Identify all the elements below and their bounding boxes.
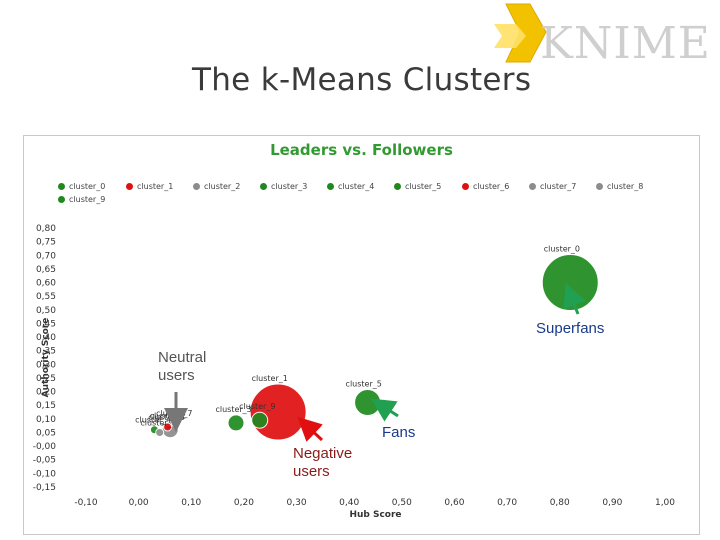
legend-dot — [327, 183, 334, 190]
y-tick-label: 0,55 — [36, 292, 56, 302]
legend-item-cluster-8: cluster_8 — [596, 182, 643, 194]
point-label-cluster-1: cluster_1 — [252, 374, 288, 383]
point-label-cluster-3: cluster_3 — [215, 405, 251, 414]
legend-label: cluster_9 — [69, 195, 106, 204]
legend-dot — [193, 183, 200, 190]
x-tick-label: -0,10 — [74, 498, 98, 508]
y-tick-label: 0,30 — [36, 360, 56, 370]
legend-dot — [260, 183, 267, 190]
annotation-superfans: Superfans — [536, 320, 605, 337]
legend-item-cluster-9: cluster_9 — [58, 195, 105, 207]
legend-label: cluster_5 — [405, 182, 442, 191]
legend-item-cluster-2: cluster_2 — [193, 182, 240, 194]
y-tick-label: -0,00 — [33, 442, 57, 452]
y-tick-label: 0,05 — [36, 428, 56, 438]
knime-arrow-icon — [494, 3, 547, 63]
legend-dot — [529, 183, 536, 190]
x-tick-label: 1,00 — [655, 498, 675, 508]
x-tick-label: 0,60 — [444, 498, 464, 508]
y-tick-label: -0,05 — [33, 456, 56, 466]
slide-title: The k-Means Clusters — [192, 62, 532, 98]
point-label-cluster-8: cluster_8 — [140, 418, 176, 427]
chart-legend: cluster_0 cluster_1 cluster_2 cluster_3 clus… — [58, 182, 678, 212]
chart-title: Leaders vs. Followers — [270, 141, 453, 159]
legend-item-cluster-4: cluster_4 — [327, 182, 374, 194]
y-tick-label: 0,60 — [36, 279, 56, 289]
y-tick-label: 0,10 — [36, 415, 56, 425]
y-tick-label: 0,65 — [36, 265, 56, 275]
legend-dot — [596, 183, 603, 190]
x-tick-label: 0,00 — [129, 498, 149, 508]
legend-label: cluster_8 — [607, 182, 644, 191]
y-tick-label: 0,35 — [36, 347, 56, 357]
legend-item-cluster-6: cluster_6 — [462, 182, 509, 194]
y-tick-label: 0,15 — [36, 401, 56, 411]
legend-item-cluster-7: cluster_7 — [529, 182, 576, 194]
point-label-cluster-5: cluster_5 — [346, 379, 382, 388]
x-axis-title: Hub Score — [349, 510, 401, 520]
x-tick-label: 0,30 — [287, 498, 307, 508]
legend-label: cluster_6 — [473, 182, 510, 191]
point-cluster-5 — [354, 388, 382, 416]
y-tick-label: -0,10 — [33, 469, 57, 479]
point-label-cluster-0: cluster_0 — [544, 245, 580, 254]
x-tick-label: 0,20 — [234, 498, 254, 508]
logo-text: KNIME — [540, 18, 711, 69]
y-tick-label: 0,20 — [36, 388, 56, 398]
legend-dot — [58, 183, 65, 190]
y-tick-label: -0,15 — [33, 483, 56, 493]
y-tick-label: 0,75 — [36, 238, 56, 248]
y-tick-label: 0,45 — [36, 319, 56, 329]
legend-item-cluster-1: cluster_1 — [126, 182, 173, 194]
annotation-fans: Fans — [382, 424, 416, 441]
y-tick-label: 0,25 — [36, 374, 56, 384]
x-tick-label: 0,50 — [392, 498, 412, 508]
x-tick-label: 0,70 — [497, 498, 517, 508]
y-tick-label: 0,80 — [36, 224, 56, 234]
legend-label: cluster_3 — [271, 182, 308, 191]
x-tick-label: 0,90 — [602, 498, 622, 508]
legend-item-cluster-3: cluster_3 — [260, 182, 307, 194]
y-axis-title: Authority Score — [41, 318, 51, 398]
point-cluster-0 — [541, 254, 599, 312]
point-label-cluster-4: cluster_4 — [135, 416, 171, 425]
legend-dot — [462, 183, 469, 190]
annotation-negative-users: Negative users — [293, 445, 353, 480]
y-tick-label: 0,40 — [36, 333, 56, 343]
annotation-neutral-users: Neutral users — [158, 349, 207, 384]
legend-item-cluster-5: cluster_5 — [394, 182, 441, 194]
legend-dot — [58, 196, 65, 203]
x-tick-label: 0,10 — [181, 498, 201, 508]
legend-label: cluster_4 — [338, 182, 375, 191]
x-tick-label: 0,80 — [550, 498, 570, 508]
legend-label: cluster_7 — [540, 182, 577, 191]
knime-logo — [492, 2, 702, 68]
legend-label: cluster_0 — [69, 182, 106, 191]
y-tick-label: 0,50 — [36, 306, 56, 316]
legend-label: cluster_1 — [137, 182, 174, 191]
y-tick-label: 0,70 — [36, 251, 56, 261]
legend-item-cluster-0: cluster_0 — [58, 182, 105, 194]
point-cluster-8 — [155, 427, 165, 437]
point-label-cluster-9: cluster_9 — [239, 402, 275, 411]
legend-dot — [126, 183, 133, 190]
point-cluster-9 — [251, 411, 269, 429]
legend-dot — [394, 183, 401, 190]
point-cluster-3 — [227, 414, 245, 432]
x-tick-label: 0,40 — [339, 498, 359, 508]
legend-label: cluster_2 — [204, 182, 241, 191]
